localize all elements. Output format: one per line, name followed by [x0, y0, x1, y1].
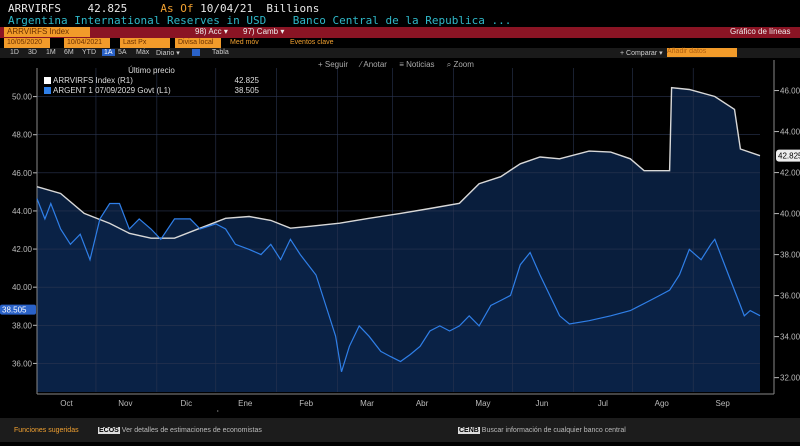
x-tick-label: Abr [416, 399, 429, 408]
start-date-input[interactable]: 10/05/2020 [4, 38, 50, 48]
settings-row: 10/05/2020 10/04/2021 Last Px Divisa loc… [0, 38, 800, 48]
legend: Último precio ARRVIRFS Index (R1) 42.825 … [44, 66, 259, 96]
x-year-label: 2021 [474, 411, 492, 412]
table-button[interactable]: Tabla [212, 49, 229, 56]
white-swatch-icon [44, 77, 51, 84]
left-tick-label: 46.00 [12, 169, 33, 178]
camb-button[interactable]: 97) Camb ▾ [243, 27, 285, 36]
right-tick-label: 44.00 [780, 128, 800, 137]
cenb-link[interactable]: CENB Buscar información de cualquier ban… [458, 427, 626, 434]
period-max[interactable]: Máx [136, 49, 150, 56]
period-6m[interactable]: 6M [64, 49, 74, 56]
x-tick-label: Ago [655, 399, 670, 408]
units: Billions [266, 2, 320, 15]
suggested-label: Funciones sugeridas [14, 427, 79, 434]
legend-item-r1[interactable]: ARRVIRFS Index (R1) 42.825 [44, 76, 259, 86]
security-input[interactable]: ARRVIRFS Index [4, 27, 90, 37]
x-tick-label: Oct [60, 399, 73, 408]
period-row: 1D 3D 1M 6M YTD 1A 5A Máx Diario ▾ Tabla… [0, 48, 800, 58]
as-of-date: 10/04/21 [200, 2, 254, 15]
current-value: 42.825 [87, 2, 128, 15]
right-tick-label: 40.00 [780, 210, 800, 219]
chart-tools: + Seguir ⁄ Anotar ≡ Noticias ⌕ Zoom [318, 60, 484, 70]
left-tick-label: 50.00 [12, 93, 33, 102]
field-select[interactable]: Last Px [120, 38, 170, 48]
ecos-text: Ver detalles de estimaciones de economis… [121, 427, 262, 434]
header-line-1: ARRVIRFS 42.825 As Of 10/04/21 Billions [8, 2, 319, 15]
period-1m[interactable]: 1M [46, 49, 56, 56]
x-tick-label: Mar [360, 399, 374, 408]
chart-view-icon[interactable] [192, 49, 200, 56]
left-tick-label: 40.00 [12, 283, 33, 292]
blue-swatch-icon [44, 87, 51, 94]
chart-type-label: Gráfico de líneas [730, 27, 791, 36]
x-year-label: 2020 [117, 411, 135, 412]
cenb-code: CENB [458, 427, 480, 434]
right-tick-label: 42.00 [780, 169, 800, 178]
x-tick-label: Jul [598, 399, 608, 408]
currency-select[interactable]: Divisa local [175, 38, 221, 48]
acc-button[interactable]: 98) Acc ▾ [195, 27, 228, 36]
left-tick-label: 42.00 [12, 245, 33, 254]
add-data-input[interactable]: Añadir datos [667, 48, 737, 57]
legend-title: Último precio [128, 66, 175, 75]
command-bar: ARRVIRFS Index 98) Acc ▾ 97) Camb ▾ Gráf… [0, 27, 800, 38]
description: Argentina International Reserves in USD [8, 14, 267, 27]
series-fill [37, 198, 760, 392]
right-tick-label: 36.00 [780, 292, 800, 301]
right-tick-label: 32.00 [780, 374, 800, 383]
suggested-functions-bar: Funciones sugeridas ECOS Ver detalles de… [0, 418, 800, 442]
ecos-link[interactable]: ECOS Ver detalles de estimaciones de eco… [98, 427, 262, 434]
annotate-button[interactable]: ⁄ Anotar [360, 60, 387, 69]
x-tick-label: May [475, 399, 490, 408]
x-tick-label: Dic [181, 399, 193, 408]
chart-area: 36.00 38.00 40.00 42.00 44.00 46.00 48.00 50.00… [0, 58, 800, 420]
x-tick-label: Nov [118, 399, 132, 408]
period-1a[interactable]: 1A [102, 49, 115, 56]
legend-label: ARGENT 1 07/09/2029 Govt (L1) [53, 86, 171, 95]
period-5a[interactable]: 5A [118, 49, 127, 56]
ticker: ARRVIRFS [8, 2, 61, 15]
series-line-right [36, 86, 761, 239]
left-tick-label: 44.00 [12, 207, 33, 216]
legend-value: 42.825 [234, 76, 259, 85]
as-of-label: As Of [160, 2, 194, 15]
period-3d[interactable]: 3D [28, 49, 37, 56]
legend-label: ARRVIRFS Index (R1) [53, 76, 133, 85]
x-tick-label: Jun [535, 399, 548, 408]
left-last-value-badge [0, 304, 36, 315]
period-1d[interactable]: 1D [10, 49, 19, 56]
right-last-value: 42.825 [778, 152, 800, 161]
follow-button[interactable]: + Seguir [318, 60, 349, 69]
compare-button[interactable]: + Comparar ▾ [620, 50, 663, 57]
header-line-2: Argentina International Reserves in USD … [8, 14, 511, 27]
right-tick-label: 34.00 [780, 333, 800, 342]
series-line-left [36, 198, 761, 372]
left-tick-label: 38.00 [12, 321, 33, 330]
end-date-input[interactable]: 10/04/2021 [64, 38, 110, 48]
key-events-toggle[interactable]: Eventos clave [290, 39, 334, 46]
left-tick-label: 48.00 [12, 131, 33, 140]
legend-value: 38.505 [234, 86, 259, 95]
x-tick-label: Feb [299, 399, 313, 408]
zoom-button[interactable]: ⌕ Zoom [446, 60, 474, 69]
cenb-text: Buscar información de cualquier banco ce… [481, 427, 626, 434]
ecos-code: ECOS [98, 427, 120, 434]
legend-item-l1[interactable]: ARGENT 1 07/09/2029 Govt (L1) 38.505 [44, 86, 259, 96]
right-last-value-badge [776, 149, 800, 162]
x-tick-label: Ene [238, 399, 253, 408]
right-tick-label: 46.00 [780, 87, 800, 96]
source: Banco Central de la Republica ... [292, 14, 512, 27]
moving-average-toggle[interactable]: Med móv [230, 39, 259, 46]
left-last-value: 38.505 [2, 306, 27, 315]
line-chart[interactable]: 36.00 38.00 40.00 42.00 44.00 46.00 48.00 50.00… [0, 58, 800, 420]
x-tick-label: Sep [716, 399, 731, 408]
right-tick-label: 38.00 [780, 251, 800, 260]
news-button[interactable]: ≡ Noticias [399, 60, 435, 69]
frequency-select[interactable]: Diario ▾ [156, 50, 180, 57]
left-tick-label: 36.00 [12, 359, 33, 368]
period-ytd[interactable]: YTD [82, 49, 96, 56]
